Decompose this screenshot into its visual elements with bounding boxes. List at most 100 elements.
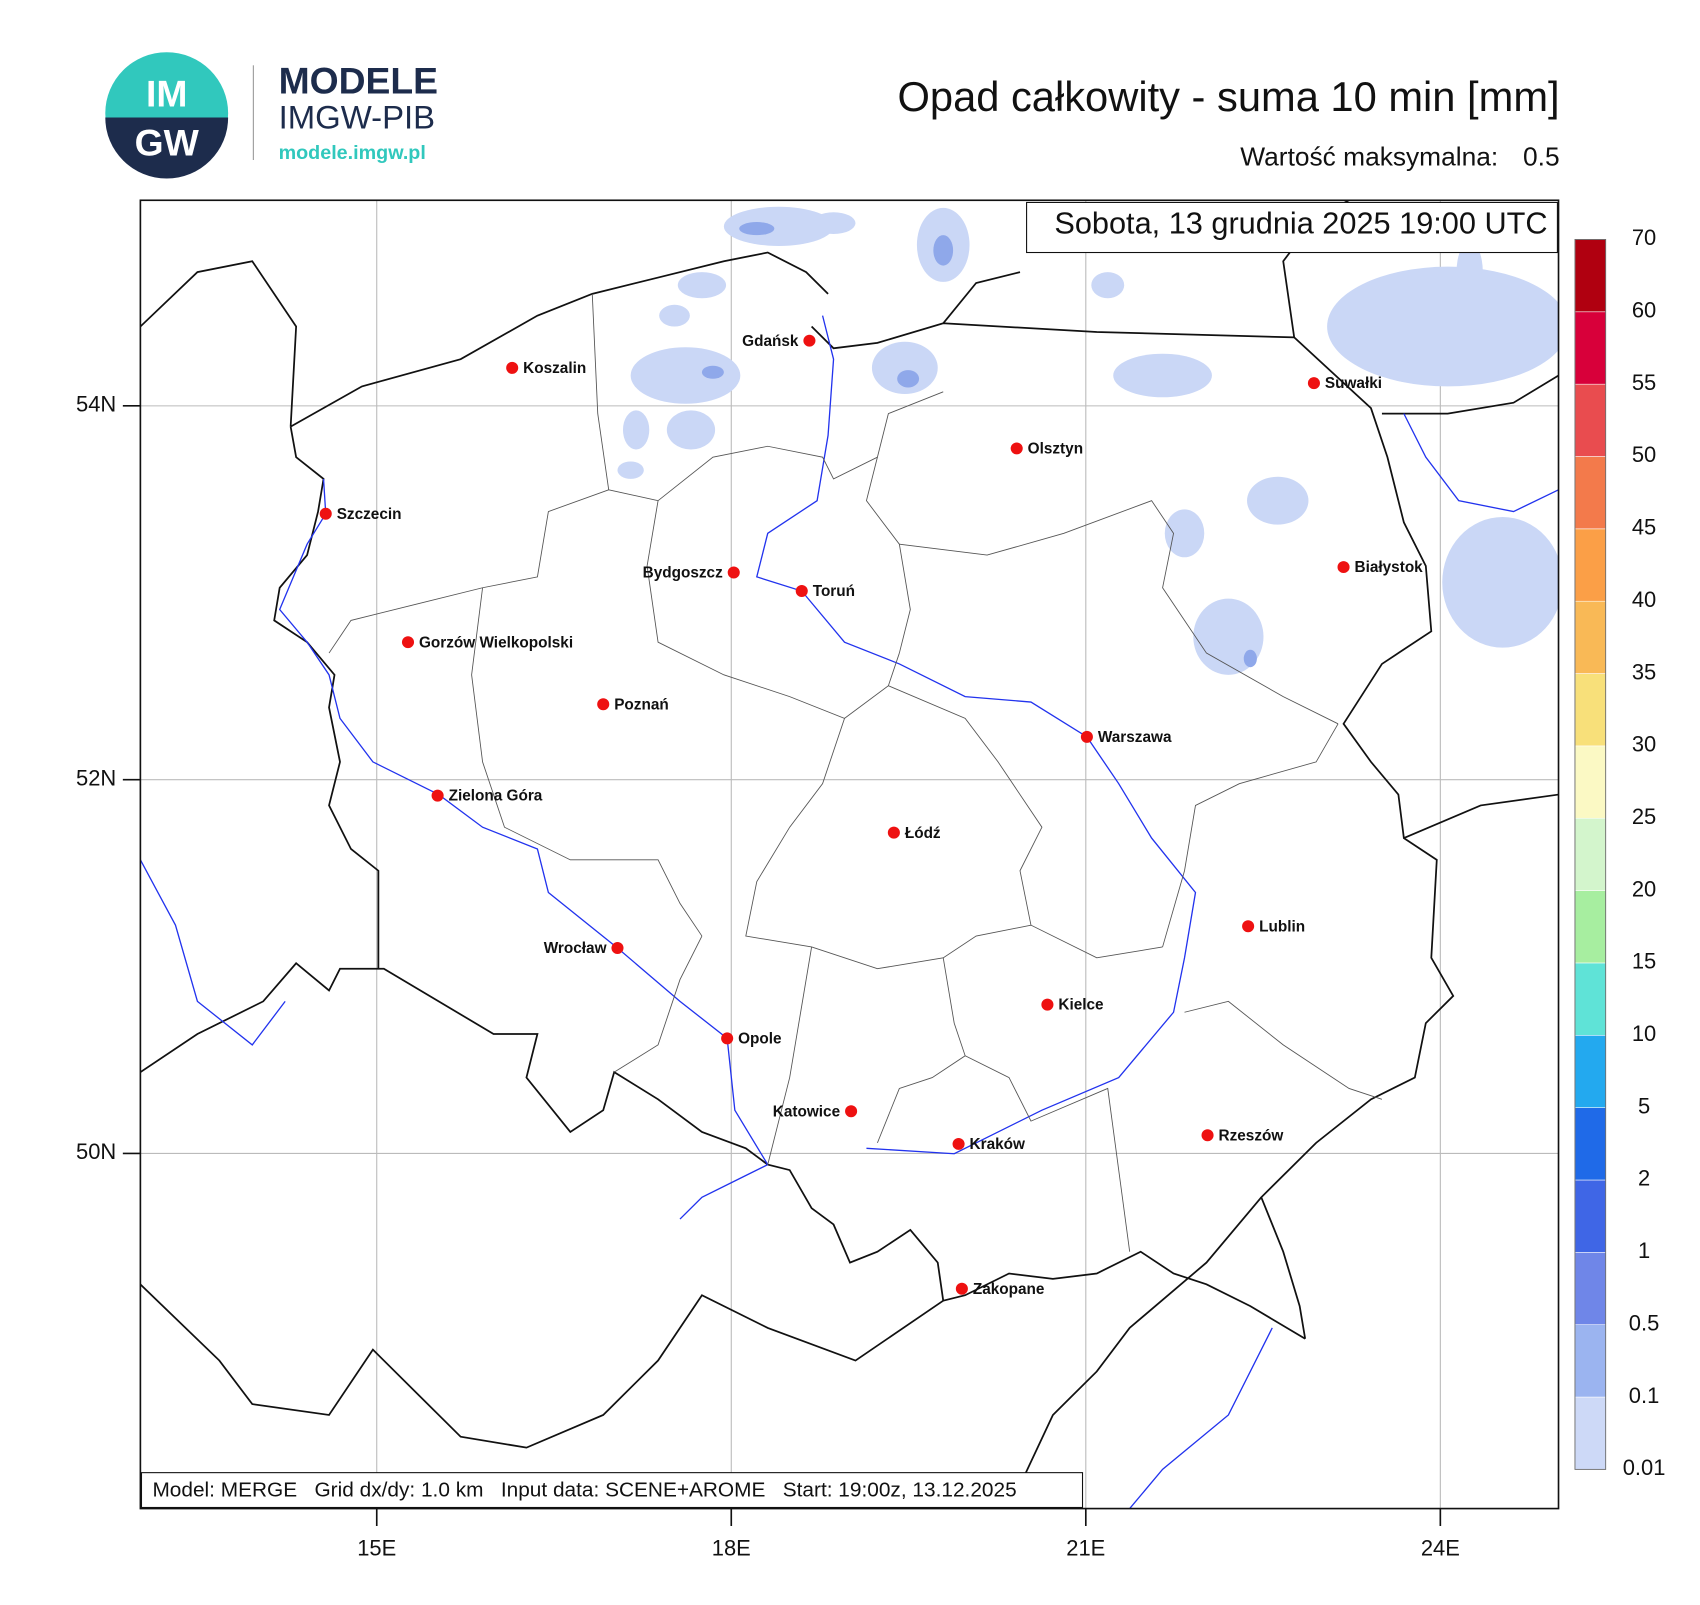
- colorbar-label: 0.5: [1629, 1311, 1659, 1336]
- city-label: Opole: [738, 1031, 781, 1048]
- colorbar-segment: [1574, 962, 1606, 1036]
- date-box: [1026, 201, 1558, 254]
- colorbar-label: 25: [1632, 804, 1656, 829]
- city-label: Białystok: [1355, 559, 1424, 576]
- colorbar-label: 1: [1638, 1238, 1650, 1263]
- colorbar-segment: [1574, 890, 1606, 964]
- city-marker: [721, 1032, 734, 1045]
- colorbar-label: 10: [1632, 1021, 1656, 1046]
- map-frame: [139, 199, 1560, 1510]
- city-label: Wrocław: [544, 940, 607, 957]
- colorbar-label: 30: [1632, 732, 1656, 757]
- city-marker: [1242, 920, 1255, 933]
- city-marker: [845, 1105, 858, 1118]
- city-label: Kraków: [970, 1136, 1026, 1153]
- grid: [140, 200, 1559, 1509]
- city-marker: [597, 698, 610, 711]
- city-marker: [955, 1282, 968, 1295]
- colorbar-label: 40: [1632, 587, 1656, 612]
- city-marker: [803, 334, 816, 347]
- colorbar-label: 5: [1638, 1093, 1650, 1118]
- colorbar-label: 55: [1632, 370, 1656, 395]
- colorbar-segment: [1574, 239, 1606, 313]
- colorbar-frame: [1574, 239, 1607, 1470]
- city-marker: [1337, 561, 1350, 574]
- city-label: Kielce: [1058, 997, 1103, 1014]
- city-label: Lublin: [1259, 918, 1305, 935]
- city-marker: [1010, 442, 1023, 455]
- city-marker: [1041, 998, 1054, 1011]
- city-marker: [319, 507, 332, 520]
- x-tick-label: 18E: [712, 1536, 751, 1561]
- max-value: 0.5: [1523, 142, 1560, 172]
- city-marker: [401, 636, 415, 649]
- city-label: Poznań: [614, 696, 669, 713]
- colorbar-segment: [1574, 1324, 1606, 1398]
- city-label: Gorzów Wielkopolski: [419, 634, 573, 651]
- rivers: [140, 315, 1559, 1509]
- city-marker: [1080, 730, 1093, 743]
- city-marker: [431, 789, 444, 802]
- colorbar-label: 20: [1632, 876, 1656, 901]
- footer: Model: MERGE Grid dx/dy: 1.0 km Input da…: [152, 1479, 1016, 1502]
- colorbar-segment: [1574, 1107, 1606, 1181]
- date: Sobota, 13 grudnia 2025 19:00 UTC: [1054, 206, 1547, 240]
- x-tick-label: 21E: [1066, 1536, 1105, 1561]
- colorbar-segment: [1574, 673, 1606, 747]
- x-tick-label: 15E: [357, 1536, 396, 1561]
- title: Opad całkowity - suma 10 min [mm]: [898, 73, 1560, 120]
- x-tick-label: 24E: [1421, 1536, 1460, 1561]
- brand: MODELE: [279, 60, 438, 102]
- city-label: Koszalin: [523, 360, 586, 377]
- colorbar-segment: [1574, 528, 1606, 602]
- colorbar-segment: [1574, 1179, 1606, 1253]
- city-label: Bydgoszcz: [643, 565, 723, 582]
- city-label: Gdańsk: [742, 333, 799, 350]
- city-marker: [611, 942, 624, 955]
- colorbar-label: 70: [1632, 225, 1656, 250]
- brand-sub: IMGW-PIB: [279, 99, 436, 136]
- brand-url: modele.imgw.pl: [279, 142, 426, 164]
- city-label: Warszawa: [1098, 729, 1172, 746]
- colorbar-segment: [1574, 1252, 1606, 1325]
- y-tick-label: 54N: [76, 392, 116, 417]
- logo: IM GW MODELE IMGW-PIB modele.imgw.pl: [105, 52, 438, 179]
- logo-top: IM: [146, 73, 187, 115]
- colorbar-label: 60: [1632, 298, 1656, 323]
- city-label: Olsztyn: [1028, 441, 1083, 458]
- city-label: Łódź: [905, 825, 941, 842]
- colorbar-segment: [1574, 1035, 1606, 1108]
- logo-lower: [105, 117, 229, 179]
- city-label: Toruń: [813, 583, 855, 600]
- map-area: Gdańsk Koszalin Szczecin Olsztyn Suwałki Bydg…: [140, 200, 1559, 1509]
- city-marker: [506, 361, 519, 374]
- colorbar-segment: [1574, 745, 1606, 819]
- city-label: Zielona Góra: [449, 788, 543, 805]
- city-label: Suwałki: [1325, 375, 1382, 392]
- colorbar-segment: [1574, 817, 1606, 891]
- city-marker: [1201, 1129, 1214, 1142]
- max-label: Wartość maksymalna:: [1240, 142, 1498, 172]
- colorbar-segment: [1574, 600, 1606, 674]
- colorbar-segment: [1574, 311, 1606, 385]
- colorbar-segment: [1574, 383, 1606, 457]
- provinces: [328, 293, 1383, 1252]
- colorbar-segment: [1574, 1396, 1606, 1470]
- y-tick-label: 50N: [76, 1139, 116, 1164]
- city-label: Zakopane: [973, 1281, 1045, 1298]
- borders: [140, 200, 1559, 1509]
- logo-bottom: GW: [135, 122, 199, 164]
- colorbar-label: 2: [1638, 1166, 1650, 1191]
- city-marker: [952, 1137, 965, 1150]
- city-label: Katowice: [773, 1103, 840, 1120]
- colorbar-segment: [1574, 456, 1606, 530]
- y-tick-label: 52N: [76, 765, 116, 790]
- colorbar-label: 0.01: [1623, 1455, 1666, 1480]
- city-label: Szczecin: [337, 506, 402, 523]
- axes: 15E 18E 21E 24E 50N 52N 54N: [76, 392, 1460, 1561]
- precipitation: [617, 206, 1559, 675]
- colorbar-label: 0.1: [1629, 1383, 1659, 1408]
